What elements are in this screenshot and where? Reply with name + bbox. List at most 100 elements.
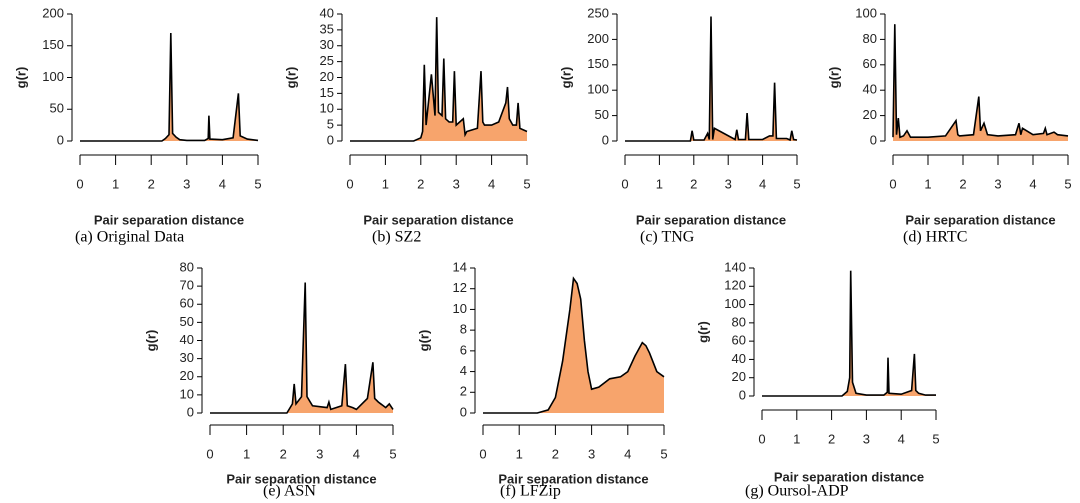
x-tick-label: 3 — [183, 176, 190, 191]
y-tick-label: 0 — [460, 404, 467, 419]
y-axis-label: g(r) — [416, 330, 431, 352]
line — [483, 276, 665, 414]
y-tick-label: 30 — [180, 350, 194, 365]
y-axis-label: g(r) — [143, 330, 158, 352]
y-tick-label: 35 — [320, 21, 334, 36]
x-tick-label: 0 — [758, 431, 765, 446]
x-tick-label: 1 — [516, 446, 523, 461]
x-axis-label: Pair separation distance — [774, 469, 924, 484]
y-tick-label: 6 — [460, 342, 467, 357]
y-tick-label: 250 — [587, 5, 609, 20]
x-tick-label: 2 — [690, 176, 697, 191]
x-tick-label: 0 — [889, 176, 896, 191]
y-axis-label: g(r) — [283, 67, 298, 89]
y-tick-label: 0 — [187, 404, 194, 419]
x-tick-label: 4 — [219, 176, 226, 191]
y-axis-label: g(r) — [558, 67, 573, 89]
line — [762, 270, 936, 397]
x-tick-label: 1 — [243, 446, 250, 461]
line — [80, 32, 259, 142]
caption: (b) SZ2 — [372, 229, 421, 246]
y-tick-label: 60 — [180, 296, 194, 311]
y-tick-label: 100 — [724, 296, 746, 311]
y-tick-label: 15 — [320, 85, 334, 100]
x-axis-label: Pair separation distance — [636, 212, 786, 227]
y-tick-label: 0 — [870, 132, 877, 147]
y-tick-label: 5 — [327, 117, 334, 132]
x-tick-label: 0 — [621, 176, 628, 191]
y-tick-label: 80 — [732, 314, 746, 329]
y-tick-label: 25 — [320, 53, 334, 68]
y-tick-label: 20 — [320, 69, 334, 84]
x-tick-label: 2 — [552, 446, 559, 461]
y-tick-label: 12 — [453, 280, 467, 295]
y-axis-label: g(r) — [13, 67, 28, 89]
x-tick-label: 1 — [924, 176, 931, 191]
y-tick-label: 150 — [587, 56, 609, 71]
y-tick-label: 70 — [180, 278, 194, 293]
x-tick-label: 5 — [932, 431, 939, 446]
x-tick-label: 3 — [863, 431, 870, 446]
area-fill — [350, 17, 527, 142]
y-tick-label: 20 — [732, 369, 746, 384]
y-tick-label: 4 — [460, 363, 467, 378]
y-tick-label: 10 — [320, 101, 334, 116]
x-axis-label: Pair separation distance — [905, 212, 1055, 227]
x-tick-label: 5 — [254, 176, 261, 191]
x-tick-label: 5 — [523, 176, 530, 191]
x-tick-label: 4 — [1029, 176, 1036, 191]
x-tick-label: 4 — [624, 446, 631, 461]
x-tick-label: 4 — [488, 176, 495, 191]
x-axis-label: Pair separation distance — [363, 212, 513, 227]
y-axis-label: g(r) — [695, 321, 710, 343]
y-tick-label: 0 — [739, 387, 746, 402]
y-tick-label: 120 — [724, 278, 746, 293]
area-fill — [210, 282, 393, 413]
y-tick-label: 14 — [453, 259, 467, 274]
x-tick-label: 1 — [656, 176, 663, 191]
x-tick-label: 2 — [828, 431, 835, 446]
y-tick-label: 140 — [724, 259, 746, 274]
x-tick-label: 2 — [959, 176, 966, 191]
line — [350, 17, 528, 142]
y-tick-label: 100 — [42, 69, 64, 84]
x-tick-label: 0 — [206, 446, 213, 461]
y-axis-label: g(r) — [826, 67, 841, 89]
y-tick-label: 50 — [180, 314, 194, 329]
caption: (c) TNG — [640, 229, 695, 246]
line — [625, 16, 798, 142]
x-tick-label: 1 — [112, 176, 119, 191]
x-tick-label: 3 — [453, 176, 460, 191]
line — [892, 24, 1069, 139]
x-tick-label: 1 — [793, 431, 800, 446]
y-tick-label: 20 — [180, 368, 194, 383]
y-tick-label: 8 — [460, 322, 467, 337]
y-tick-label: 2 — [460, 384, 467, 399]
x-tick-label: 2 — [417, 176, 424, 191]
x-axis-label: Pair separation distance — [94, 212, 244, 227]
x-tick-label: 2 — [148, 176, 155, 191]
y-tick-label: 0 — [602, 132, 609, 147]
area-fill — [483, 278, 664, 413]
y-tick-label: 10 — [453, 301, 467, 316]
caption: (d) HRTC — [903, 229, 967, 246]
y-tick-label: 40 — [863, 82, 877, 97]
y-tick-label: 60 — [732, 333, 746, 348]
x-tick-label: 3 — [725, 176, 732, 191]
y-tick-label: 10 — [180, 386, 194, 401]
y-tick-label: 80 — [863, 31, 877, 46]
x-tick-label: 4 — [353, 446, 360, 461]
y-tick-label: 150 — [42, 37, 64, 52]
y-tick-label: 100 — [587, 82, 609, 97]
y-tick-label: 40 — [320, 5, 334, 20]
x-tick-label: 1 — [382, 176, 389, 191]
x-tick-label: 3 — [994, 176, 1001, 191]
caption: (a) Original Data — [75, 229, 184, 246]
caption: (e) ASN — [263, 483, 316, 500]
x-axis-label: Pair separation distance — [498, 471, 648, 486]
x-tick-label: 4 — [898, 431, 905, 446]
y-tick-label: 20 — [863, 107, 877, 122]
y-tick-label: 60 — [863, 56, 877, 71]
x-tick-label: 5 — [1064, 176, 1071, 191]
